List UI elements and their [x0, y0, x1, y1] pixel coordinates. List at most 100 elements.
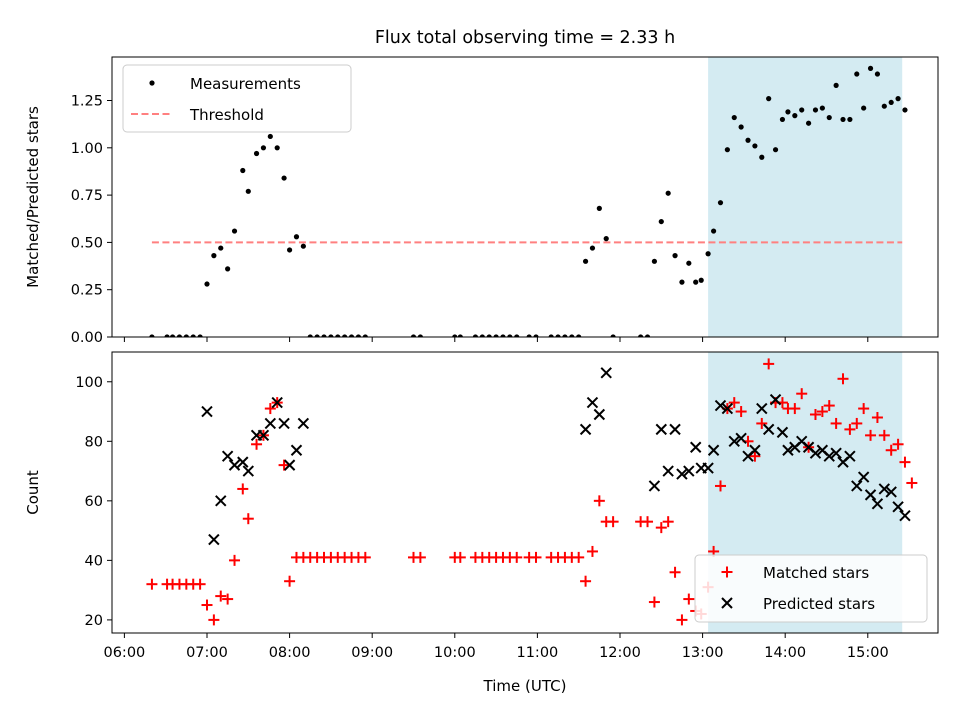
measurement-point	[759, 154, 765, 160]
measurement-point	[328, 334, 334, 337]
matched-star-point	[830, 417, 842, 429]
matched-star-point	[593, 495, 605, 507]
measurement-point	[457, 334, 463, 337]
measurement-point	[314, 334, 320, 337]
matched-star-point	[816, 406, 828, 418]
measurement-point	[582, 258, 589, 264]
predicted-star-point	[283, 459, 296, 471]
predicted-star-point	[809, 447, 822, 459]
measurement-point	[342, 334, 348, 337]
measurement-point	[211, 253, 217, 259]
measurement-point	[711, 228, 717, 234]
measurement-point	[493, 334, 499, 337]
matched-star-point	[454, 551, 466, 563]
matched-star-point	[251, 438, 263, 450]
predicted-star-point	[228, 459, 241, 471]
measurement-point	[651, 258, 658, 264]
matched-star-point	[573, 551, 585, 563]
y-tick-label: 0.25	[71, 283, 103, 299]
matched-star-point	[823, 400, 835, 412]
y-tick-label: 40	[85, 553, 103, 569]
matched-star-point	[865, 429, 877, 441]
measurement-point	[785, 109, 791, 115]
predicted-star-point	[669, 423, 681, 436]
predicted-star-point	[871, 498, 884, 510]
measurement-point	[644, 334, 651, 337]
predicted-star-point	[735, 432, 747, 445]
axes-frame	[111, 56, 939, 338]
predicted-star-point	[201, 405, 213, 418]
matched-star-point	[284, 575, 296, 587]
measurement-point	[752, 143, 758, 149]
matched-star-point	[871, 411, 883, 423]
measurement-point	[658, 218, 664, 225]
matched-star-point	[662, 516, 674, 528]
matched-star-point	[511, 551, 523, 563]
measurement-point	[724, 147, 730, 153]
predicted-star-point	[864, 489, 877, 501]
predicted-star-point	[851, 480, 863, 492]
matched-star-point	[756, 417, 768, 429]
measurement-point	[610, 334, 616, 337]
y-tick-label: 0.75	[71, 188, 103, 204]
matched-star-point	[222, 593, 234, 605]
observing-window-span	[708, 57, 903, 337]
measurement-point	[812, 107, 819, 113]
predicted-star-point	[586, 396, 599, 409]
predicted-star-point	[769, 393, 782, 406]
measurement-point	[888, 99, 894, 106]
matched-star-point	[906, 477, 918, 489]
legend: Measurements Threshold	[122, 64, 352, 133]
predicted-star-point	[844, 450, 856, 462]
plot-area	[149, 65, 908, 337]
predicted-star-point	[242, 465, 254, 477]
matched-star-point	[414, 551, 426, 563]
predicted-star-point	[749, 444, 761, 456]
predicted-star-point	[662, 465, 674, 477]
measurement-point	[792, 113, 798, 119]
predicted-star-point	[721, 402, 734, 415]
measurement-point	[307, 334, 313, 337]
measurement-point	[779, 116, 786, 123]
matched-star-point	[194, 578, 206, 590]
measurement-point	[638, 334, 644, 337]
measurement-point	[452, 334, 458, 337]
legend-matched-label: Matched stars	[763, 564, 869, 582]
axes-frame	[111, 351, 939, 634]
predicted-star-point	[278, 417, 290, 430]
measurement-point	[281, 175, 287, 181]
predicted-star-point	[892, 501, 904, 513]
measurement-point	[507, 334, 513, 337]
matched-star-point	[851, 417, 863, 429]
matched-star-point	[885, 444, 897, 456]
predicted-star-point	[290, 444, 303, 456]
predicted-star-point	[823, 450, 835, 462]
y-axis-label: Count	[24, 470, 42, 515]
y-tick-label: 1.00	[71, 141, 103, 157]
measurement-point	[833, 82, 839, 88]
measurement-point	[672, 253, 678, 259]
matched-star-point	[878, 429, 890, 441]
measurement-point	[576, 334, 582, 337]
legend-predicted-label: Predicted stars	[763, 595, 875, 613]
measurement-point	[555, 334, 561, 337]
measurement-point	[705, 251, 711, 257]
matched-star-point	[714, 480, 726, 492]
measurement-point	[355, 334, 362, 337]
measurement-point	[321, 334, 327, 337]
measurement-point	[548, 334, 554, 337]
y-tick-label: 0.50	[71, 235, 103, 251]
legend-measurements-marker	[149, 80, 155, 86]
measurement-point	[766, 96, 772, 102]
predicted-star-point	[756, 402, 768, 415]
predicted-star-point	[237, 456, 249, 468]
matched-star-point	[837, 373, 849, 385]
matched-star-point	[642, 516, 654, 528]
x-tick-label: 13:00	[682, 645, 724, 661]
measurement-point	[183, 334, 189, 337]
predicted-star-point	[702, 462, 714, 474]
predicted-star-point	[676, 468, 688, 480]
predicted-star-point	[728, 435, 740, 448]
predicted-star-point	[264, 417, 277, 430]
